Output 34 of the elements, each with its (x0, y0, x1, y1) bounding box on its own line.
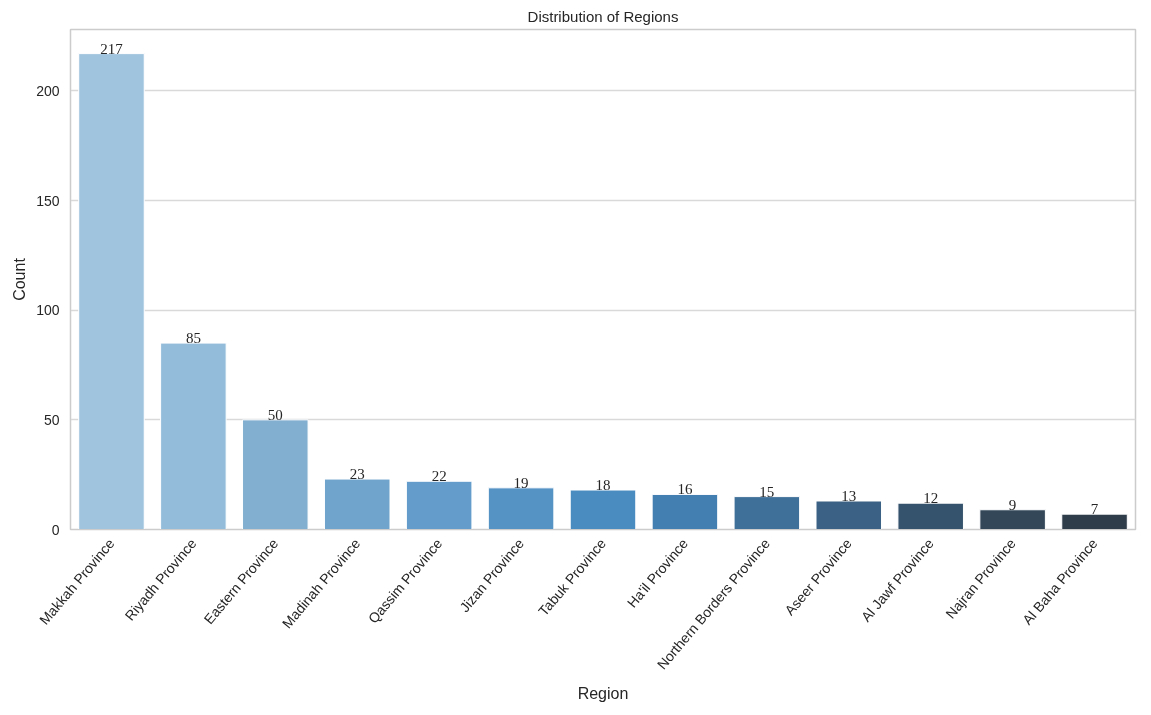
data-label: 50 (267, 406, 283, 423)
bar (487, 487, 555, 530)
data-label: 18 (595, 477, 611, 494)
x-axis-title: Region (577, 685, 629, 703)
data-label: 15 (759, 483, 775, 500)
bar (897, 502, 964, 530)
bar (78, 53, 145, 530)
chart-title: Distribution of Regions (527, 7, 679, 25)
bar (242, 419, 309, 530)
bar (651, 493, 719, 530)
bar (1061, 513, 1128, 530)
data-label: 85 (185, 330, 201, 347)
bar (815, 500, 883, 530)
bar (323, 478, 391, 530)
y-tick-label: 50 (43, 411, 60, 428)
data-label: 9 (1008, 496, 1017, 513)
data-label: 23 (349, 466, 365, 483)
data-label: 22 (431, 468, 447, 485)
data-label: 13 (841, 487, 857, 504)
data-label: 217 (100, 40, 124, 57)
y-tick-label: 0 (51, 521, 60, 538)
y-tick-label: 150 (36, 192, 60, 209)
bar (979, 509, 1046, 530)
y-tick-label: 200 (36, 82, 60, 99)
bar (160, 342, 227, 530)
data-label: 16 (677, 481, 693, 498)
bar (733, 496, 801, 530)
bar (569, 489, 637, 530)
data-label: 12 (923, 490, 939, 507)
y-tick-label: 100 (36, 302, 60, 319)
data-label: 7 (1090, 501, 1099, 518)
y-axis-title: Count (11, 257, 29, 301)
bar (405, 480, 473, 530)
data-label: 19 (513, 474, 529, 491)
